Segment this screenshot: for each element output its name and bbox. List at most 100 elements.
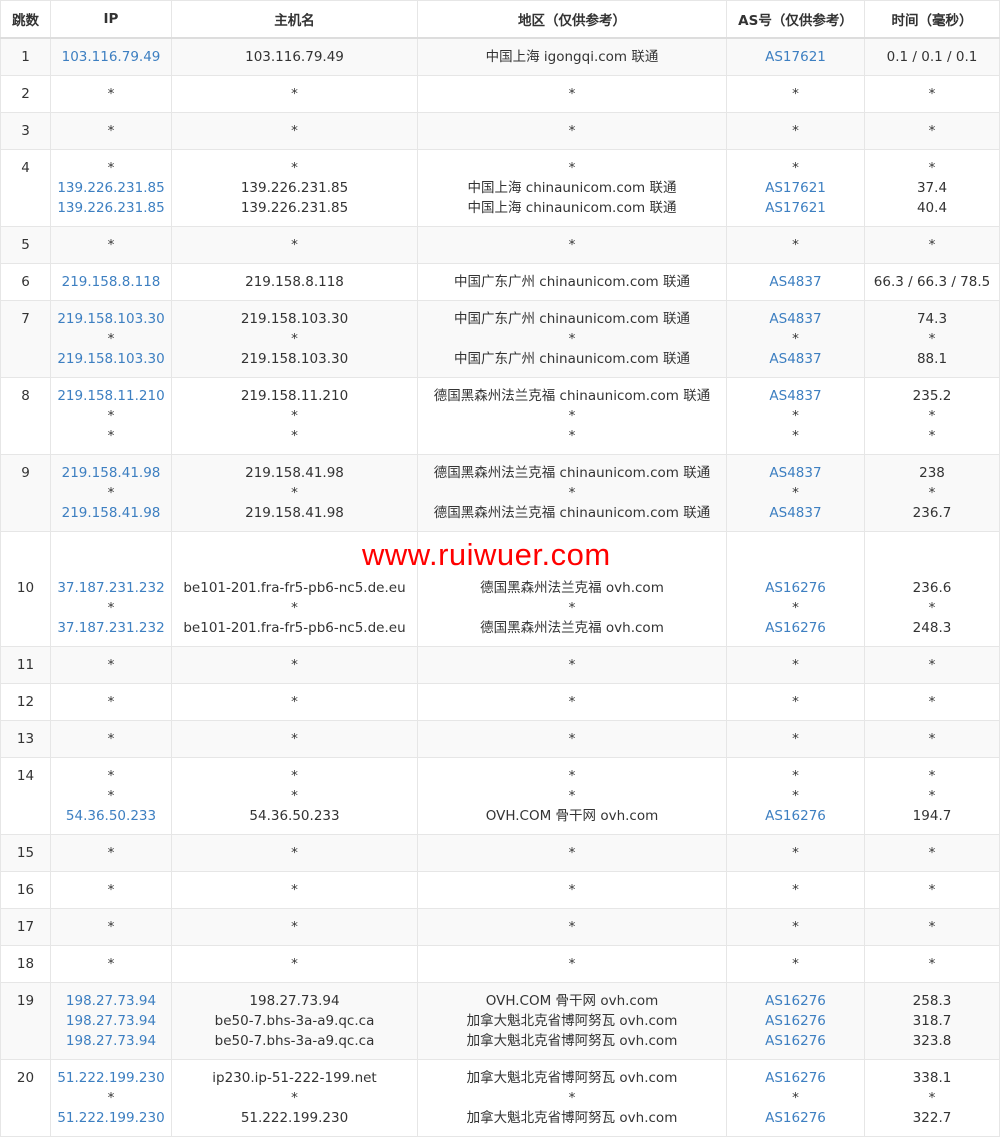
table-row: 12 * * * * *: [0, 683, 1000, 721]
ip-cell: 198.27.73.94 198.27.73.94 198.27.73.94: [50, 982, 172, 1060]
cell-text: 加拿大魁北克省博阿努瓦 ovh.com: [466, 1033, 678, 1049]
ip-link[interactable]: 198.27.73.94: [65, 1033, 157, 1049]
cell-text: *: [568, 1090, 576, 1106]
as-link[interactable]: AS16276: [765, 580, 826, 596]
ip-cell: 219.158.8.118: [50, 263, 172, 301]
region-cell: *: [417, 871, 727, 909]
ip-link[interactable]: 37.187.231.232: [57, 580, 165, 596]
ip-link[interactable]: 37.187.231.232: [57, 620, 165, 636]
cell-text: *: [568, 428, 576, 444]
cell-text: *: [107, 694, 115, 710]
cell-text: 德国黑森州法兰克福 ovh.com: [480, 580, 664, 596]
ip-cell: 51.222.199.230 * 51.222.199.230: [50, 1059, 172, 1137]
as-link[interactable]: AS16276: [765, 1013, 826, 1029]
as-link[interactable]: AS16276: [765, 1110, 826, 1126]
cell-text: *: [792, 485, 799, 501]
as-cell: *: [726, 945, 865, 983]
hostname-cell: *: [171, 226, 418, 264]
cell-text: *: [107, 845, 115, 861]
cell-text: 66.3 / 66.3 / 78.5: [873, 274, 991, 290]
cell-text: 238: [919, 465, 945, 481]
time-cell: 74.3 * 88.1: [864, 300, 1000, 378]
as-cell: *: [726, 646, 865, 684]
as-cell: *: [726, 683, 865, 721]
as-link[interactable]: AS16276: [765, 1033, 826, 1049]
cell-text: *: [568, 788, 576, 804]
as-link[interactable]: AS16276: [765, 620, 826, 636]
cell-text: *: [928, 731, 936, 747]
cell-text: *: [792, 86, 799, 102]
as-link[interactable]: AS4837: [769, 388, 822, 404]
ip-link[interactable]: 219.158.103.30: [57, 311, 165, 327]
ip-link[interactable]: 51.222.199.230: [57, 1070, 165, 1086]
ip-link[interactable]: 219.158.103.30: [57, 351, 165, 367]
hop-cell: 20: [0, 1059, 51, 1137]
ip-cell: 219.158.11.210 * *: [50, 377, 172, 455]
ip-link[interactable]: 198.27.73.94: [65, 993, 157, 1009]
cell-text: 德国黑森州法兰克福 ovh.com: [480, 620, 664, 636]
as-cell: * AS17621 AS17621: [726, 149, 865, 227]
hostname-cell: 103.116.79.49: [171, 37, 418, 76]
ip-link[interactable]: 139.226.231.85: [57, 200, 165, 216]
as-link[interactable]: AS17621: [765, 49, 826, 65]
as-cell: AS16276 * AS16276: [726, 1059, 865, 1137]
cell-text: 加拿大魁北克省博阿努瓦 ovh.com: [466, 1110, 678, 1126]
cell-text: *: [291, 160, 298, 176]
as-link[interactable]: AS16276: [765, 1070, 826, 1086]
as-cell: AS4837: [726, 263, 865, 301]
cell-text: 219.158.41.98: [245, 465, 344, 481]
time-cell: *: [864, 945, 1000, 983]
ip-link[interactable]: 219.158.8.118: [61, 274, 161, 290]
ip-link[interactable]: 139.226.231.85: [57, 180, 165, 196]
hostname-cell: be101-201.fra-fr5-pb6-nc5.de.eu * be101-20…: [171, 531, 418, 647]
ip-link[interactable]: 219.158.11.210: [57, 388, 165, 404]
ip-cell: *: [50, 834, 172, 872]
cell-text: *: [928, 86, 936, 102]
ip-link[interactable]: 54.36.50.233: [65, 808, 157, 824]
cell-text: 338.1: [912, 1070, 952, 1086]
hop-cell: 6: [0, 263, 51, 301]
ip-link[interactable]: 198.27.73.94: [65, 1013, 157, 1029]
cell-text: *: [568, 768, 576, 784]
cell-text: *: [291, 123, 298, 139]
table-row: 17 * * * * *: [0, 908, 1000, 946]
as-link[interactable]: AS16276: [765, 808, 826, 824]
ip-link[interactable]: 103.116.79.49: [61, 49, 161, 65]
as-cell: *: [726, 908, 865, 946]
hostname-cell: * 139.226.231.85 139.226.231.85: [171, 149, 418, 227]
cell-text: 219.158.8.118: [245, 274, 344, 290]
time-cell: *: [864, 908, 1000, 946]
ip-cell: *: [50, 226, 172, 264]
as-link[interactable]: AS4837: [769, 311, 822, 327]
as-link[interactable]: AS17621: [765, 200, 826, 216]
table-row: 11 * * * * *: [0, 646, 1000, 684]
hostname-cell: 219.158.103.30 * 219.158.103.30: [171, 300, 418, 378]
as-link[interactable]: AS17621: [765, 180, 826, 196]
cell-text: 219.158.11.210: [240, 388, 349, 404]
cell-text: 103.116.79.49: [245, 49, 344, 65]
ip-link[interactable]: 219.158.41.98: [61, 465, 161, 481]
ip-link[interactable]: 51.222.199.230: [57, 1110, 165, 1126]
as-link[interactable]: AS16276: [765, 993, 826, 1009]
hostname-cell: *: [171, 720, 418, 758]
cell-text: *: [568, 86, 576, 102]
cell-text: 中国上海 igongqi.com 联通: [485, 49, 659, 65]
as-link[interactable]: AS4837: [769, 274, 822, 290]
as-cell: AS4837 * AS4837: [726, 300, 865, 378]
cell-text: *: [107, 600, 115, 616]
hop-cell: 1: [0, 37, 51, 76]
ip-cell: 219.158.103.30 * 219.158.103.30: [50, 300, 172, 378]
cell-text: be50-7.bhs-3a-a9.qc.ca: [214, 1013, 375, 1029]
cell-text: 中国广东广州 chinaunicom.com 联通: [454, 274, 690, 290]
time-cell: *: [864, 226, 1000, 264]
ip-cell: *: [50, 871, 172, 909]
ip-link[interactable]: 219.158.41.98: [61, 505, 161, 521]
as-link[interactable]: AS4837: [769, 505, 822, 521]
cell-text: 88.1: [916, 351, 948, 367]
time-cell: *: [864, 683, 1000, 721]
cell-text: 139.226.231.85: [240, 180, 349, 196]
cell-text: *: [792, 408, 799, 424]
as-link[interactable]: AS4837: [769, 465, 822, 481]
as-link[interactable]: AS4837: [769, 351, 822, 367]
